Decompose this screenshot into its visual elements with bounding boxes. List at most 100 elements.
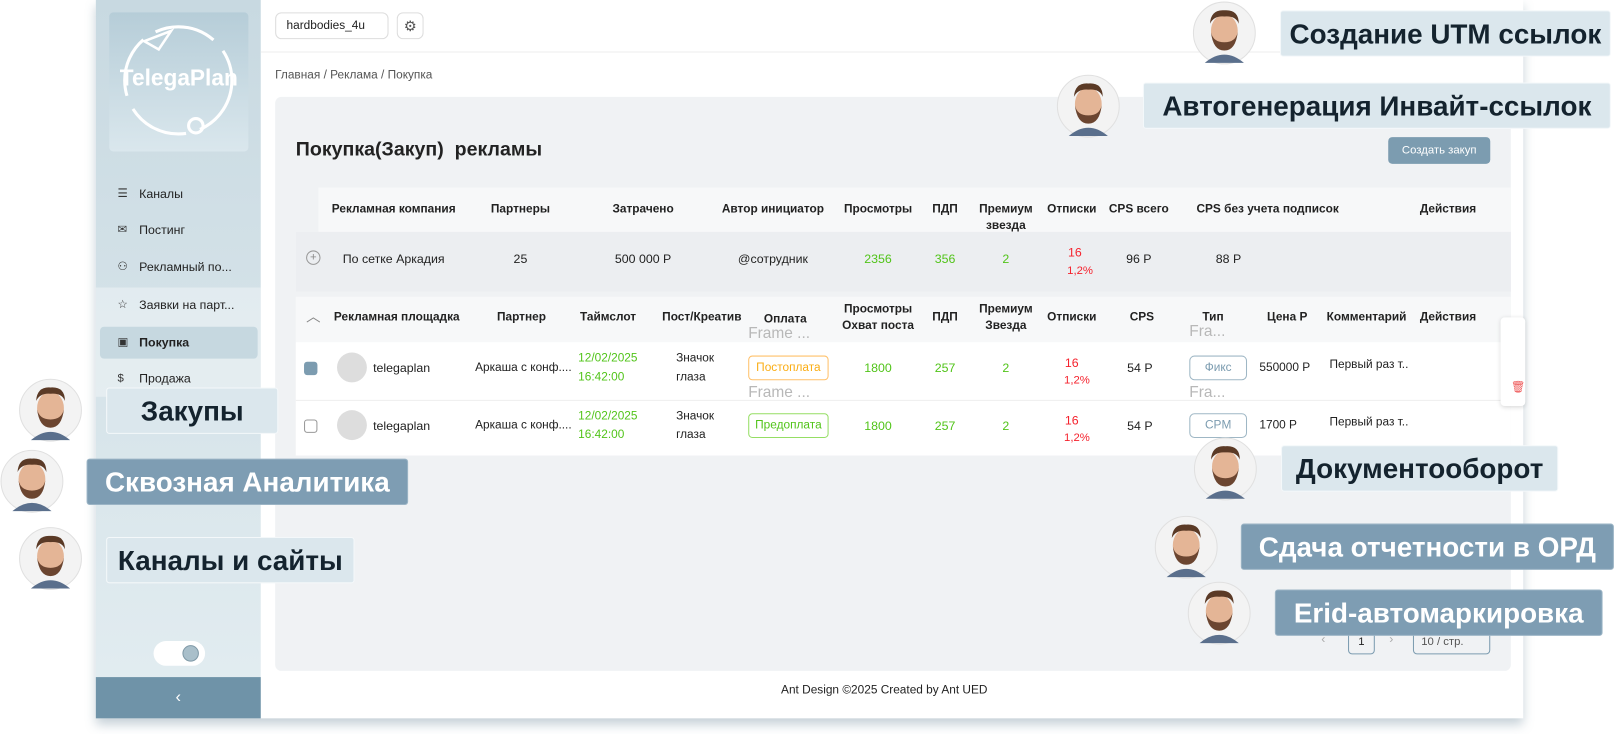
cell: 2 [1002, 251, 1010, 266]
column-header: Премиум звезда [979, 203, 1033, 232]
placement-header-bg [295, 296, 1511, 343]
column-header: Затрачено [612, 203, 674, 216]
cell: 88 Р [1215, 251, 1242, 266]
cell: 1,2% [1067, 264, 1093, 278]
feature-label: Сквозная Аналитика [86, 458, 409, 505]
cell: 1800 [864, 418, 892, 433]
menu-icon: ☆ [117, 298, 128, 312]
column-header: ПДП [932, 311, 958, 324]
delete-icon[interactable]: 🗑 [1510, 381, 1526, 394]
feature-label: Каналы и сайты [106, 536, 355, 584]
menu-item: Постинг [139, 222, 186, 238]
cell: Аркаша с конф.... [475, 361, 572, 375]
menu-icon: ⚇ [117, 260, 128, 274]
cell: Значок глаза [676, 352, 715, 384]
type-tag: CPM [1189, 413, 1248, 439]
type-tag: Фикс [1189, 355, 1248, 381]
cell: 1,2% [1064, 431, 1090, 445]
column-header: CPS [1129, 311, 1155, 324]
column-header: Партнер [496, 311, 546, 324]
page-next[interactable]: › [1389, 631, 1394, 647]
create-button[interactable] [1388, 137, 1491, 164]
expand-icon[interactable]: + [306, 250, 321, 265]
menu-item: Рекламный по... [139, 259, 232, 275]
cell: 1800 [864, 360, 892, 376]
feature-label: Создание UTM ссылок [1280, 10, 1611, 57]
column-header: Премиум Звезда [979, 302, 1033, 332]
cell: 16 [1068, 245, 1082, 260]
column-header: Оплата [763, 313, 807, 326]
column-header: Таймслот [579, 311, 637, 324]
column-header: Отписки [1047, 203, 1097, 216]
cell: 16 [1064, 355, 1079, 370]
column-header: CPS всего [1108, 203, 1169, 216]
column-header: Комментарий [1326, 311, 1407, 324]
ghost-label: Frame ... [748, 383, 811, 401]
row-checkbox[interactable] [304, 419, 318, 433]
cell: 1700 Р [1259, 419, 1297, 432]
menu-icon: $ [117, 372, 124, 385]
header-divider [260, 51, 1524, 53]
campaign-row-bg [295, 231, 1511, 292]
avatar [19, 527, 82, 591]
logo-box [109, 12, 249, 152]
menu-item: Продажа [139, 371, 191, 386]
account-select[interactable] [275, 12, 389, 40]
logo-art [123, 25, 234, 136]
avatar [0, 449, 64, 513]
cell: 550000 Р [1259, 361, 1311, 375]
placement-rows-bg [295, 342, 1511, 456]
feature-label: Автогенерация Инвайт-ссылок [1142, 82, 1611, 129]
account-name: hardbodies_4u [286, 19, 365, 32]
settings-button[interactable]: ⚙ [396, 12, 424, 40]
feature-label: Сдача отчетности в ОРД [1240, 523, 1614, 570]
column-header: Цена Р [1267, 311, 1308, 324]
page-number: 1 [1358, 635, 1365, 649]
toggle-knob [182, 645, 199, 662]
feature-label: Закупы [106, 387, 279, 434]
cell: 54 Р [1127, 418, 1153, 433]
collapse-icon[interactable]: ︿ [306, 308, 321, 325]
logo-text: TelegaPlan [119, 64, 238, 91]
ghost-label: Fra... [1189, 322, 1226, 341]
page-prev[interactable]: ‹ [1321, 631, 1326, 647]
cell: 1,2% [1064, 374, 1090, 387]
menu-selected [99, 326, 258, 359]
cell: 12/02/2025 [578, 352, 638, 365]
cell: telegaplan [373, 360, 431, 376]
column-header: ПДП [932, 203, 958, 216]
column-header: Действия [1419, 203, 1477, 216]
payment-tag: Постоплата [748, 355, 829, 381]
feature-label: Erid-автомаркировка [1274, 589, 1603, 636]
menu-item: Заявки на парт... [139, 297, 235, 313]
row-checkbox[interactable] [304, 361, 318, 376]
cell: 356 [934, 251, 956, 266]
cell: 96 Р [1126, 251, 1152, 266]
payment-tag: Предоплата [748, 413, 829, 439]
menu-icon: ✉ [117, 223, 127, 237]
column-header: Отписки [1047, 311, 1097, 324]
cell: Значок глаза [676, 410, 715, 442]
campaign-header-bg [318, 187, 1511, 232]
cell: 16 [1064, 413, 1079, 428]
cell: 257 [934, 418, 956, 433]
cell: telegaplan [373, 418, 431, 433]
feature-label: Документооборот [1281, 445, 1559, 492]
cell: По сетке Аркадия [342, 251, 445, 266]
side-actions [1500, 317, 1526, 407]
avatar [1187, 581, 1251, 645]
cell: 54 Р [1127, 360, 1153, 376]
avatar [1193, 437, 1257, 501]
cell: 25 [513, 251, 528, 266]
collapse-bar[interactable]: ‹ [95, 677, 261, 719]
footer: Ant Design ©2025 Created by Ant UED [781, 684, 988, 697]
channel-avatar [337, 352, 367, 383]
cell: 2 [1002, 360, 1010, 376]
cell: Аркаша с конф.... [475, 419, 572, 432]
submenu-bg [95, 287, 261, 397]
menu-icon: ▣ [117, 335, 129, 349]
menu-item: Покупка [139, 334, 190, 350]
avatar [19, 378, 82, 442]
column-header: Автор инициатор [721, 203, 825, 216]
